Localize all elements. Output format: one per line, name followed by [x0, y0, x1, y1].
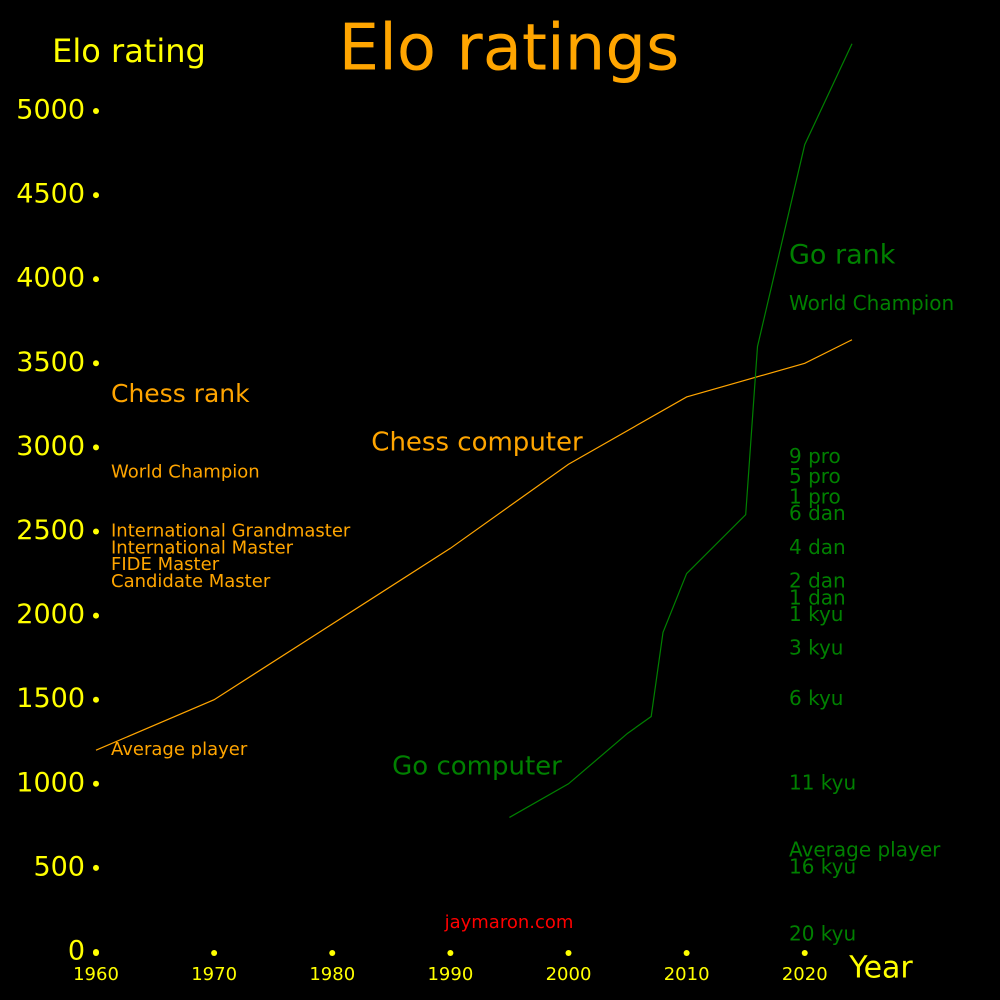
go-rank-label: Average player — [789, 838, 941, 862]
y-tick — [93, 444, 99, 451]
y-tick-label: 4000 — [16, 263, 85, 294]
x-tick — [447, 950, 454, 956]
x-tick — [683, 950, 690, 956]
go-rank-label: 20 kyu — [789, 922, 856, 946]
go-rank-label: 1 dan — [789, 585, 846, 609]
chart-title: Elo ratings — [339, 12, 680, 86]
x-tick — [211, 950, 218, 956]
x-tick-label: 2020 — [782, 964, 828, 985]
x-tick — [329, 950, 336, 956]
x-tick-label: 2000 — [546, 964, 592, 985]
go-rank-label: 6 kyu — [789, 686, 843, 710]
y-tick — [93, 528, 99, 535]
x-tick — [93, 950, 99, 956]
y-tick-label: 2000 — [16, 599, 85, 630]
credit: jaymaron.com — [444, 912, 574, 933]
y-tick — [93, 864, 99, 871]
series-line — [509, 43, 853, 818]
x-tick-label: 1990 — [427, 964, 473, 985]
chess-rank-label: FIDE Master — [111, 554, 220, 575]
y-tick — [93, 612, 99, 619]
go-rank-title: Go rank — [789, 240, 896, 271]
go-rank-label: 4 dan — [789, 535, 846, 559]
go-rank-label: 5 pro — [789, 464, 841, 488]
x-axis-label: Year — [848, 951, 913, 986]
y-tick-label: 2500 — [16, 515, 85, 546]
y-tick — [93, 107, 99, 114]
chess-rank-label: International Grandmaster — [111, 520, 351, 541]
x-tick-label: 1970 — [191, 964, 237, 985]
y-tick-label: 3500 — [16, 347, 85, 378]
chess-rank-label: Average player — [111, 739, 248, 760]
y-tick-label: 1000 — [16, 767, 85, 798]
y-tick-label: 0 — [68, 936, 85, 967]
y-tick-label: 3000 — [16, 431, 85, 462]
go-rank-label: 1 pro — [789, 484, 841, 508]
series-label: Go computer — [392, 752, 562, 782]
y-tick-label: 5000 — [16, 94, 85, 125]
series-line — [95, 339, 853, 751]
y-axis-label: Elo rating — [52, 32, 206, 70]
x-tick-label: 2010 — [664, 964, 710, 985]
y-tick-label: 4500 — [16, 179, 85, 210]
y-tick-label: 1500 — [16, 683, 85, 714]
y-tick — [93, 696, 99, 703]
go-rank-label: 1 kyu — [789, 602, 843, 626]
series-label: Chess computer — [371, 428, 583, 458]
x-tick — [565, 950, 572, 956]
chess-rank-label: World Champion — [111, 462, 260, 483]
go-rank-label: 6 dan — [789, 501, 846, 525]
x-tick-label: 1980 — [309, 964, 355, 985]
go-rank-label: 9 pro — [789, 444, 841, 468]
y-tick — [93, 360, 99, 367]
go-rank-label: 16 kyu — [789, 854, 856, 878]
chess-rank-title: Chess rank — [111, 379, 250, 408]
go-rank-label: World Champion — [789, 291, 954, 315]
y-tick — [93, 780, 99, 787]
go-rank-label: 2 dan — [789, 568, 846, 592]
x-tick-label: 1960 — [73, 964, 119, 985]
go-rank-label: 11 kyu — [789, 770, 856, 794]
go-rank-label: 3 kyu — [789, 636, 843, 660]
x-tick — [801, 950, 808, 956]
y-tick-label: 500 — [33, 851, 85, 882]
y-tick — [93, 276, 99, 283]
y-tick — [93, 192, 99, 199]
chess-rank-label: International Master — [111, 537, 294, 558]
chess-rank-label: Candidate Master — [111, 571, 271, 592]
